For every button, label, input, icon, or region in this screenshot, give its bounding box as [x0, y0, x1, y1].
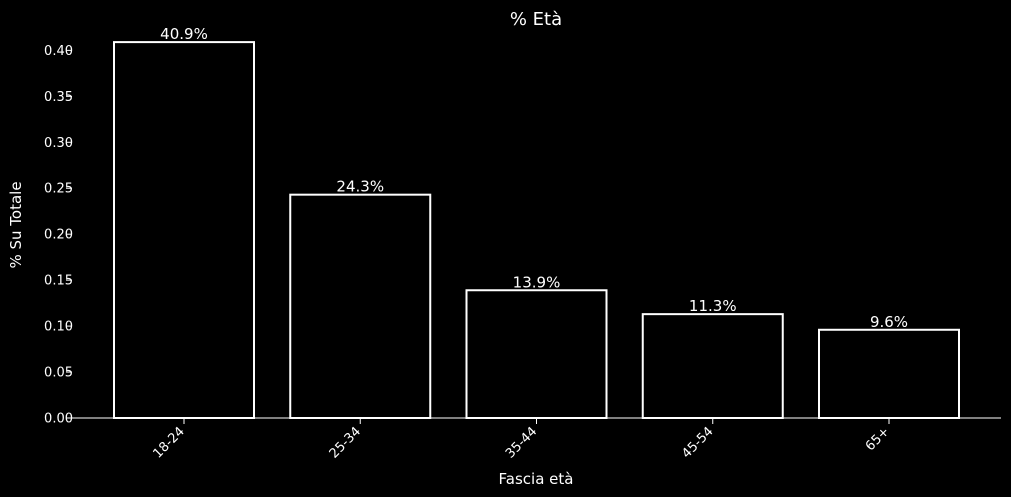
- bar: [818, 328, 960, 419]
- x-tick-label: 45-54: [679, 424, 716, 461]
- plot-area: 0.00 0.05 0.10 0.15 0.20 0.25 0.30 0.35 0.40 40.9…: [44, 25, 1001, 462]
- x-axis-label: Fascia età: [499, 470, 574, 488]
- y-tick-label: 0.35: [44, 90, 73, 105]
- y-tick-label: 0.10: [44, 320, 73, 335]
- bar: [289, 193, 432, 419]
- x-tick-label: 25-34: [327, 424, 364, 461]
- bar: [465, 289, 608, 419]
- bar-value-label: 40.9%: [160, 25, 208, 43]
- x-tick-label: 18-24: [151, 424, 188, 461]
- x-tick-label: 35-44: [503, 424, 540, 461]
- x-tick-label: 65+: [863, 424, 893, 454]
- bar: [641, 313, 784, 419]
- y-tick-label: 0.00: [44, 412, 73, 427]
- bar: [113, 41, 255, 419]
- bar-value-label: 13.9%: [513, 273, 561, 291]
- bar-value-label: 24.3%: [336, 178, 384, 196]
- y-tick-label: 0.25: [44, 182, 73, 197]
- y-tick-label: 0.30: [44, 136, 73, 151]
- y-axis-label: % Su Totale: [7, 181, 25, 268]
- y-tick-label: 0.15: [44, 274, 73, 289]
- y-tick-label: 0.05: [44, 366, 73, 381]
- y-tick-label: 0.40: [44, 44, 73, 59]
- bar-value-label: 9.6%: [870, 313, 908, 331]
- bar-value-label: 11.3%: [689, 297, 737, 315]
- y-tick-label: 0.20: [44, 228, 73, 243]
- chart-title: % Età: [510, 9, 562, 30]
